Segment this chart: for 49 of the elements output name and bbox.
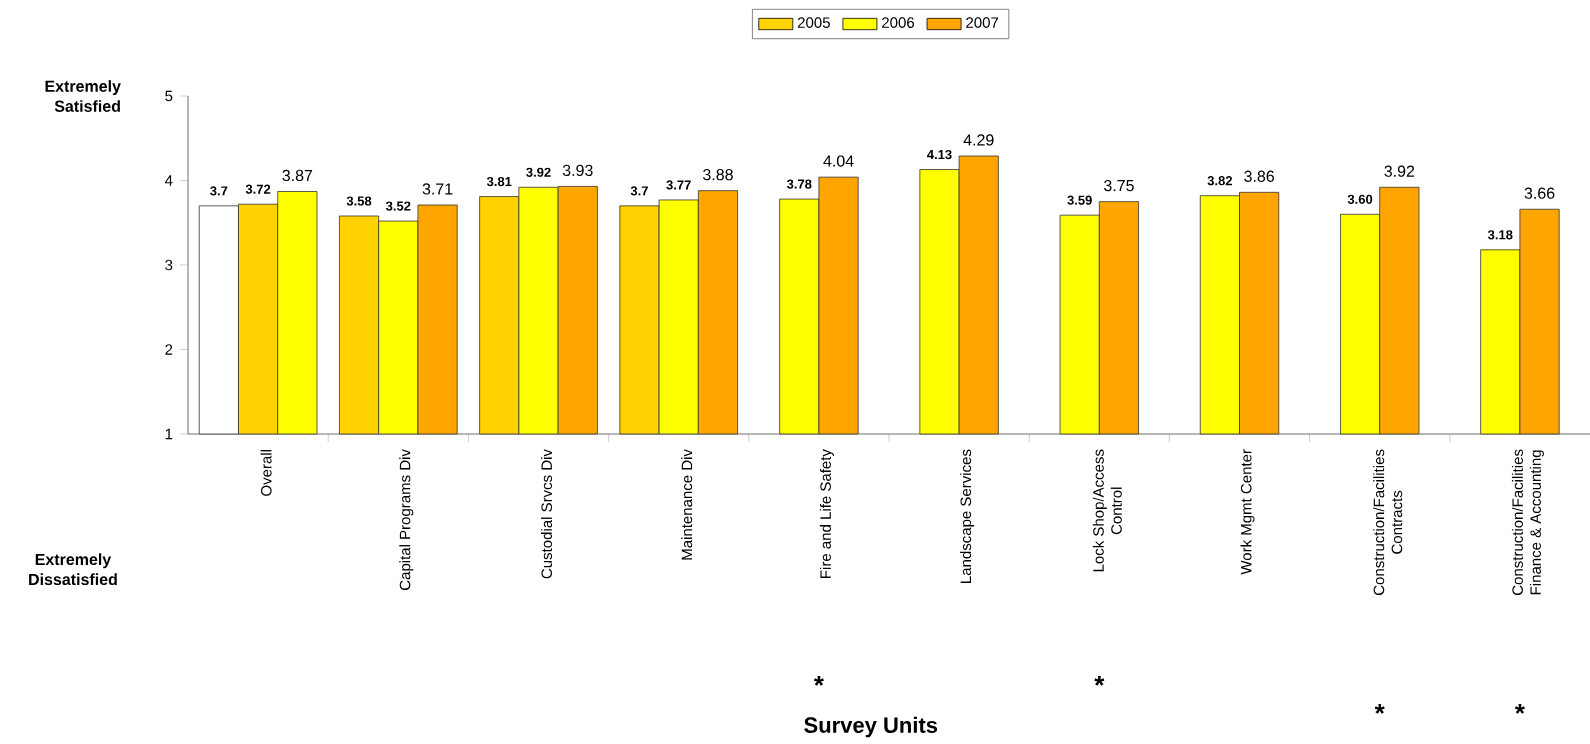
data-label: 4.29 [963,134,994,146]
x-tick-label: Construction/Facilities Finance & Accounting [1511,449,1544,596]
data-label: 3.59 [1067,195,1092,205]
data-label: 3.7 [210,186,228,196]
y-tick-label: 1 [165,428,173,440]
data-label: 3.92 [526,167,551,177]
legend-label: 2005 [797,17,830,28]
data-label: 4.04 [823,155,854,167]
data-label: 3.93 [562,164,593,177]
legend-label: 2007 [966,17,999,28]
data-label: 4.13 [927,149,952,160]
x-tick-label: Fire and Life Safety [819,449,834,578]
text: Extremely Satisfied [45,80,121,112]
y-tick-label: 5 [165,90,173,102]
data-label: 3.60 [1347,194,1373,204]
text: Survey Units [804,716,938,738]
text: * [1374,704,1385,714]
legend-label: 2006 [882,17,915,28]
x-tick-label: Landscape Services [960,449,975,583]
x-tick-label: Custodial Srvcs Div [540,449,553,579]
data-label: 3.52 [385,201,411,211]
data-label: 3.78 [786,179,812,189]
data-label: 3.77 [666,180,691,190]
x-tick-label: Capital Programs Div [399,449,414,590]
text: * [1514,704,1525,714]
y-tick-label: 4 [164,175,173,186]
text: Extremely Dissatisfied [29,553,117,586]
text: * [813,676,824,686]
x-tick-label: Construction/Facilities Contracts [1373,449,1403,596]
data-label: 3.92 [1384,165,1415,177]
y-tick-label: 3 [165,259,173,271]
data-label: 3.87 [282,169,313,182]
data-label: 3.81 [486,176,512,187]
y-tick-label: 2 [165,344,173,355]
data-label: 3.58 [346,196,372,206]
x-tick-label: Overall [260,450,272,496]
data-label: 3.66 [1524,187,1555,199]
x-tick-label: Maintenance Div [681,449,693,560]
data-label: 3.7 [630,186,648,196]
x-tick-label: Lock Shop/Access Control [1092,449,1122,572]
text: * [1094,676,1105,686]
data-label: 3.82 [1207,176,1233,186]
data-label: 3.88 [703,168,733,181]
data-label: 3.75 [1103,179,1134,192]
data-label: 3.86 [1244,170,1274,182]
data-label: 3.71 [422,183,453,195]
x-tick-label: Work Mgmt Center [1240,449,1255,575]
data-label: 3.72 [245,184,271,194]
data-label: 3.18 [1487,230,1513,240]
